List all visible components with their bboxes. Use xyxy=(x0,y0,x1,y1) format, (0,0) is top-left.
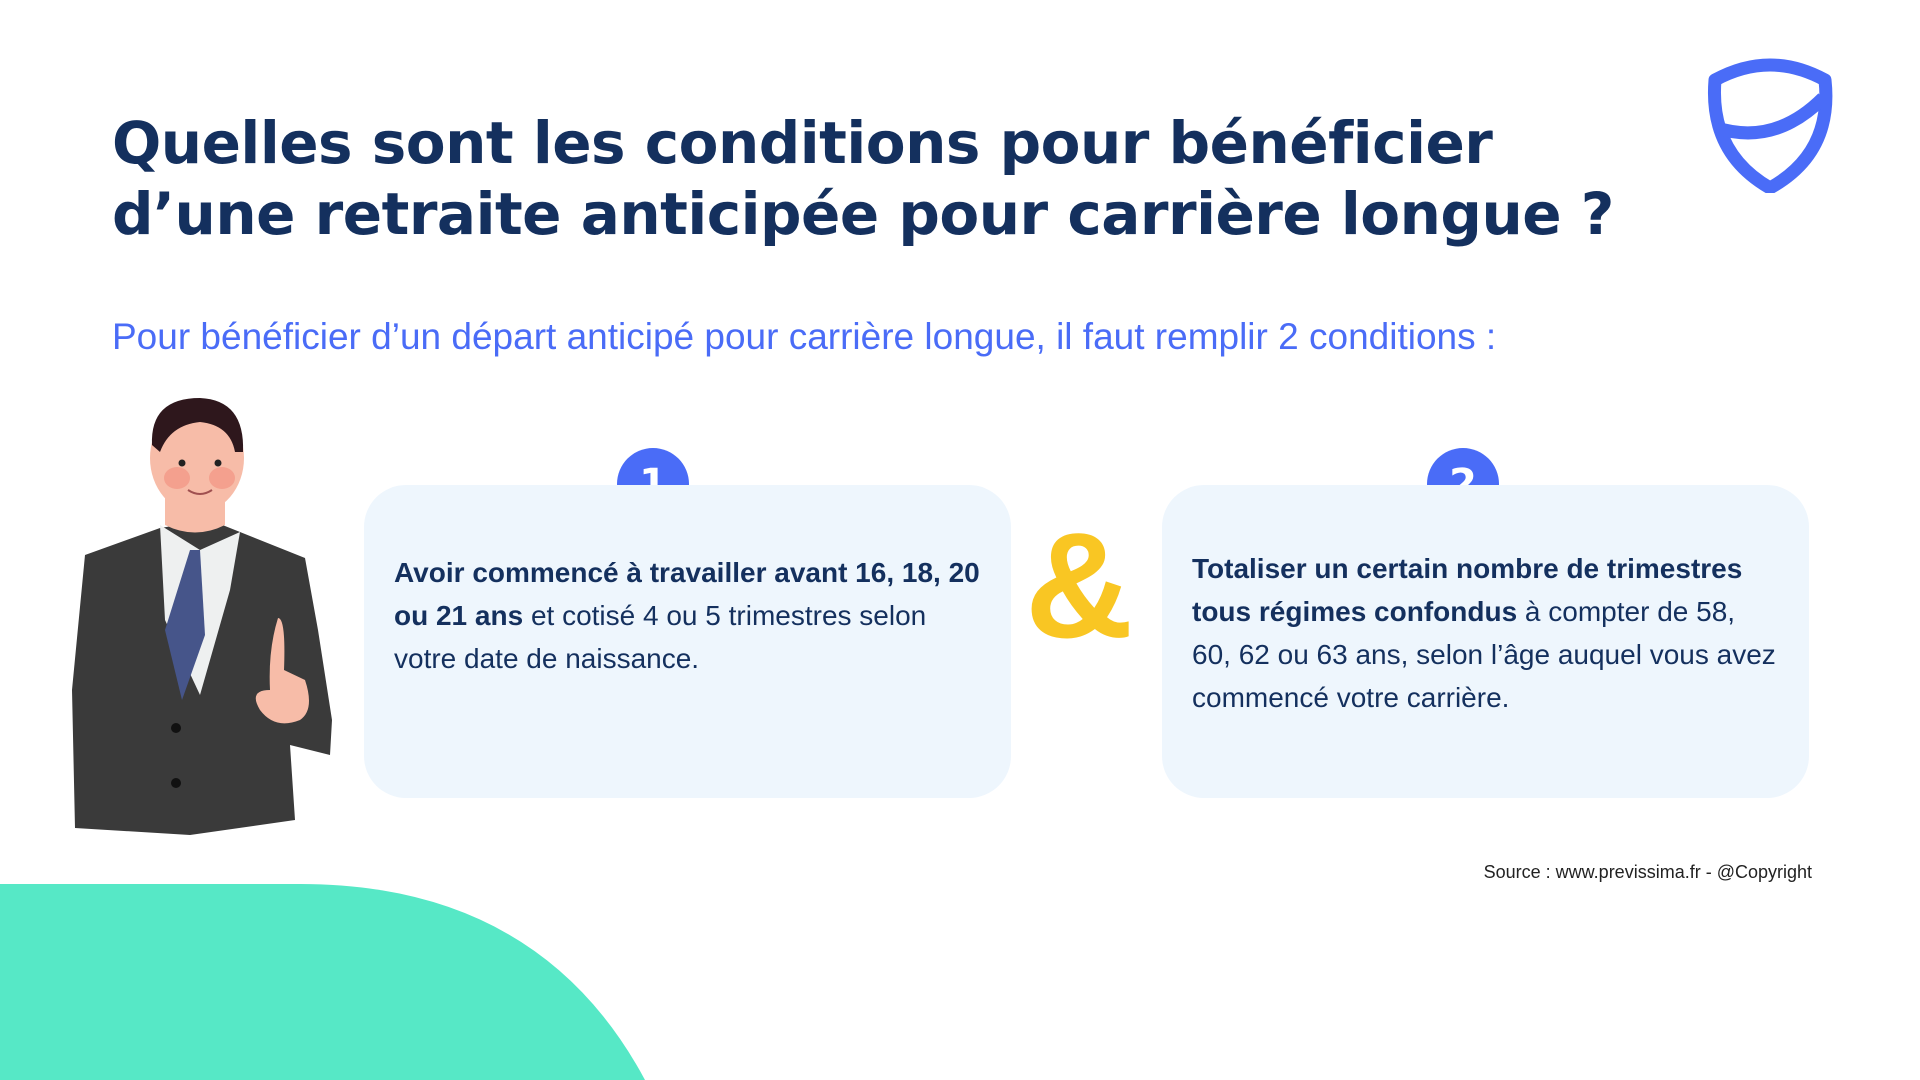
condition-2-bold: Totaliser un certain nombre de trimestre… xyxy=(1192,553,1743,627)
condition-1-card: Avoir commencé à travailler avant 16, 18… xyxy=(364,485,1011,798)
shield-logo-icon xyxy=(1707,58,1833,193)
condition-1-bold: Avoir commencé à travailler avant 16, 18… xyxy=(394,557,980,631)
subtitle: Pour bénéficier d’un départ anticipé pou… xyxy=(112,316,1497,357)
condition-2-detail: à compter de 58, 60, 62 ou 63 ans, selon… xyxy=(1192,596,1776,713)
page-title: Quelles sont les conditions pour bénéfic… xyxy=(112,108,1614,250)
decorative-wave xyxy=(0,884,645,1080)
ampersand: & xyxy=(1025,501,1134,669)
title-line-2: d’une retraite anticipée pour carrière l… xyxy=(112,180,1614,248)
condition-1-text: Avoir commencé à travailler avant 16, 18… xyxy=(394,551,981,680)
condition-2-text: Totaliser un certain nombre de trimestre… xyxy=(1192,547,1779,719)
source-credit: Source : www.previssima.fr - @Copyright xyxy=(1483,862,1812,882)
title-line-1: Quelles sont les conditions pour bénéfic… xyxy=(112,109,1493,177)
businessman-illustration xyxy=(72,398,332,835)
condition-1-detail: et cotisé 4 ou 5 trimestres selon votre … xyxy=(394,600,927,674)
condition-2-card: Totaliser un certain nombre de trimestre… xyxy=(1162,485,1809,798)
